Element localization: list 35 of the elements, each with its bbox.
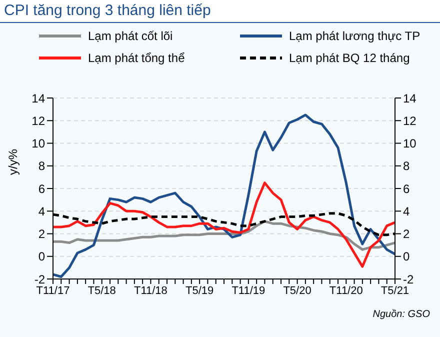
line-series [52,220,396,251]
line-series [52,182,396,268]
x-tick-label: T5/18 [88,284,116,297]
y2-tick-label: 10 [403,136,417,151]
x-tick-label: T11/18 [134,284,168,297]
y-tick-label: 6 [38,182,46,196]
x-tick-label: T5/19 [186,284,214,297]
y-tick-label: 8 [38,159,46,174]
x-tick-label: T5/21 [380,284,410,297]
y-axis-title: y/y% [6,148,20,175]
x-tick-label: T11/19 [232,284,266,297]
y-tick-label: -2 [34,272,46,286]
legend-label: Lạm phát lương thực TP [289,29,420,43]
y2-tick-label: 8 [403,159,410,174]
y2-tick-label: 12 [403,114,417,128]
y2-tick-label: -2 [403,272,414,286]
chart-title: CPI tăng trong 3 tháng liên tiếp [0,0,440,23]
y-tick-label: 2 [38,227,46,242]
legend-label: Lạm phát cốt lõi [88,29,173,43]
legend-label: Lạm phát tổng thể [88,51,185,65]
x-tick-label: T5/20 [283,284,312,297]
y2-tick-label: 6 [403,182,410,196]
y-tick-label: 10 [32,136,46,151]
y2-tick-label: 2 [403,227,410,242]
y-tick-label: 12 [32,114,46,128]
x-tick-label: T11/17 [36,284,70,297]
y-tick-label: 14 [32,91,46,106]
text: Nguồn: GSO [372,308,431,320]
y2-tick-label: 14 [403,91,417,106]
legend-label: Lạm phát BQ 12 tháng [289,51,410,65]
x-tick-label: T11/20 [329,284,363,297]
y-tick-label: 4 [38,204,46,218]
y2-tick-label: 4 [403,204,410,218]
y-tick-label: 0 [38,250,46,264]
y2-tick-label: 0 [403,250,410,264]
